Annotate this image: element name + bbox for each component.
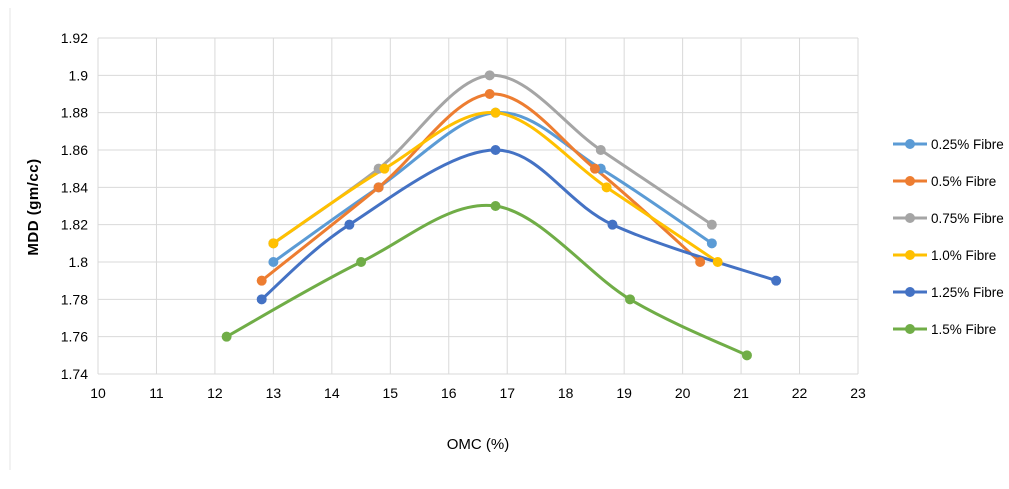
data-point [221, 331, 232, 342]
data-point [256, 294, 267, 305]
data-point [356, 257, 367, 267]
data-point [695, 257, 706, 267]
y-tick-label: 1.82 [61, 217, 88, 233]
tick-labels: 1.74 1.76 1.78 1.8 1.82 1.84 1.86 1.88 1.9 1.92 10… [61, 30, 866, 401]
x-tick-label: 20 [675, 385, 691, 401]
data-point [484, 89, 495, 99]
x-tick-label: 10 [90, 385, 106, 401]
data-point [771, 275, 782, 286]
x-tick-label: 12 [207, 385, 223, 401]
data-point [490, 107, 501, 118]
data-point [268, 257, 279, 267]
legend-label: 0.25% Fibre [931, 137, 1004, 152]
x-axis-title: OMC (%) [447, 436, 510, 453]
x-tick-label: 22 [792, 385, 808, 401]
y-tick-label: 1.88 [61, 105, 88, 121]
x-tick-label: 16 [441, 385, 457, 401]
legend-label: 1.5% Fibre [931, 322, 996, 337]
data-point [344, 219, 355, 230]
x-tick-label: 23 [850, 385, 866, 401]
data-point [589, 163, 600, 174]
data-point [373, 182, 384, 193]
data-point [268, 238, 279, 249]
data-point [706, 238, 717, 249]
legend: 0.25% Fibre 0.5% Fibre 0.75% Fibre 1.0% Fib… [893, 137, 1004, 337]
y-tick-label: 1.8 [69, 254, 89, 270]
data-point [379, 163, 390, 174]
data-point [490, 145, 501, 155]
y-tick-label: 1.78 [61, 291, 88, 307]
legend-label: 0.5% Fibre [931, 174, 996, 189]
x-tick-label: 18 [558, 385, 574, 401]
y-tick-label: 1.9 [69, 67, 89, 83]
legend-label: 1.25% Fibre [931, 285, 1004, 300]
gridlines [9, 8, 859, 470]
x-tick-label: 15 [383, 385, 399, 401]
x-tick-label: 21 [733, 385, 749, 401]
legend-label: 0.75% Fibre [931, 211, 1004, 226]
data-point [607, 219, 618, 230]
legend-swatch-marker [905, 213, 915, 223]
x-tick-label: 14 [324, 385, 340, 401]
data-point [595, 145, 606, 155]
x-tick-label: 17 [499, 385, 515, 401]
legend-swatch-marker [905, 139, 915, 149]
x-tick-label: 19 [616, 385, 632, 401]
data-point [484, 70, 495, 81]
legend-swatch-marker [905, 287, 915, 297]
x-tick-label: 11 [149, 385, 164, 401]
legend-swatch-marker [905, 250, 915, 260]
y-tick-label: 1.86 [61, 142, 88, 158]
data-point [706, 219, 717, 230]
data-point [601, 182, 612, 193]
y-axis-title: MDD (gm/cc) [25, 158, 42, 255]
data-point [625, 294, 635, 305]
data-point [712, 257, 723, 267]
series-lines [225, 73, 778, 357]
legend-swatch-marker [905, 176, 915, 186]
y-tick-label: 1.76 [61, 329, 88, 345]
y-tick-label: 1.92 [61, 30, 88, 46]
data-point [490, 201, 501, 211]
y-tick-label: 1.84 [61, 179, 88, 195]
data-point [741, 350, 752, 361]
data-points [221, 70, 782, 361]
x-tick-label: 13 [266, 385, 282, 401]
data-point [256, 275, 267, 286]
y-tick-label: 1.74 [61, 366, 88, 382]
legend-label: 1.0% Fibre [931, 248, 996, 263]
legend-swatch-marker [905, 324, 915, 334]
